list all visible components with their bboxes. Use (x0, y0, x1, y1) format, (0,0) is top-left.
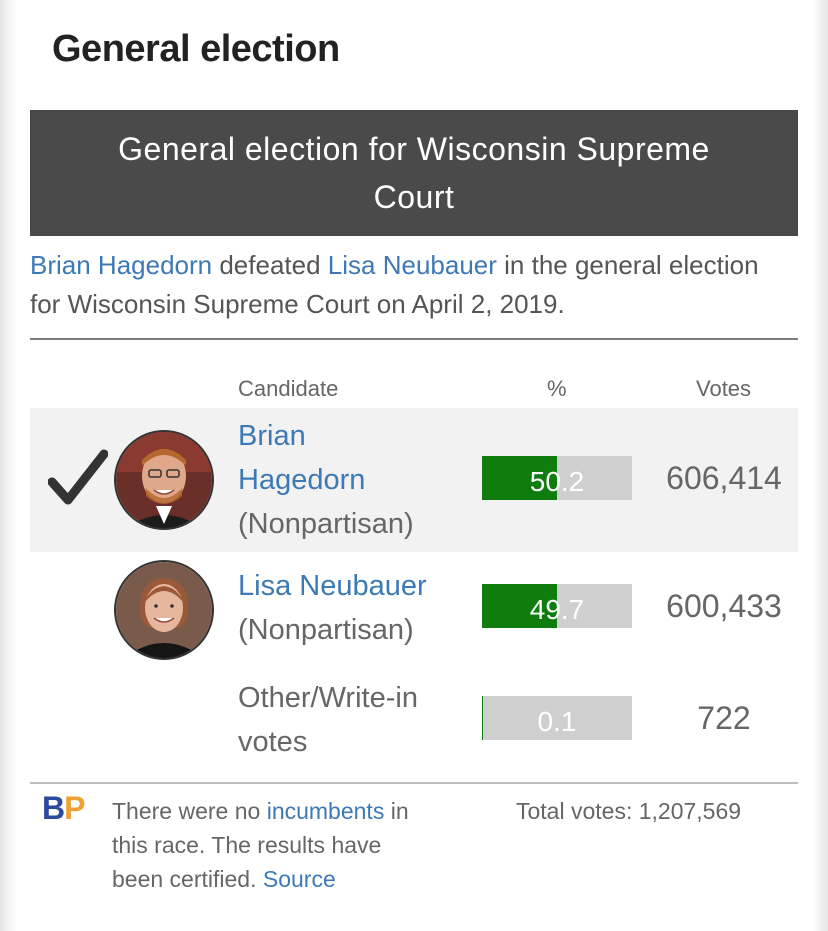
avatar-neubauer (114, 560, 214, 660)
candidate-name[interactable]: Lisa Neubauer (238, 570, 427, 602)
candidate-cell: Other/Write-in votes (238, 676, 418, 764)
checkmark-icon (48, 448, 108, 508)
votes-value: 600,433 (666, 588, 782, 624)
percent-value: 50.2 (529, 466, 585, 497)
votes-value: 722 (697, 700, 751, 736)
candidate-party: (Nonpartisan) (238, 614, 414, 646)
candidate-cell: Brian Hagedorn (Nonpartisan) (238, 414, 414, 546)
percent-bar: 50.2 (482, 456, 632, 500)
percent-bar-fill (482, 456, 558, 500)
column-header-candidate: Candidate (238, 376, 339, 401)
other-label-line2: votes (238, 726, 308, 758)
avatar-hagedorn (114, 430, 214, 530)
percent-bar-fill (482, 584, 557, 628)
other-label-line1: Other/Write-in (238, 682, 418, 714)
table-row-other: Other/Write-in votes 0.1 722 (30, 670, 798, 780)
summary-verb: defeated (212, 250, 328, 280)
page-title: General election (52, 28, 340, 70)
footnote-text-2: in this race. The results have been cert… (112, 798, 409, 892)
winner-link[interactable]: Brian Hagedorn (30, 250, 213, 280)
candidate-name-line2[interactable]: Hagedorn (238, 464, 366, 496)
loser-link[interactable]: Lisa Neubauer (327, 250, 497, 280)
ballotpedia-logo: BP (42, 790, 85, 826)
summary-rest: in the general election for Wisconsin Su… (30, 250, 759, 319)
footnote-text-1: There were no (112, 798, 267, 824)
percent-value: 49.7 (529, 594, 585, 625)
footnote: There were no incumbents in this race. T… (112, 794, 412, 896)
candidate-cell: Lisa Neubauer (Nonpartisan) (238, 564, 427, 652)
column-header-percent: % (547, 376, 567, 401)
source-link[interactable]: Source (262, 866, 336, 892)
incumbents-link[interactable]: incumbents (266, 798, 385, 824)
page-shadow-right (812, 0, 828, 931)
candidate-name-line1[interactable]: Brian (238, 420, 306, 452)
race-header: General election for Wisconsin Supreme C… (30, 110, 798, 236)
percent-value: 0.1 (537, 706, 577, 737)
percent-bar: 49.7 (482, 584, 632, 628)
race-header-title: General election for Wisconsin Supreme C… (118, 131, 710, 215)
votes-value: 606,414 (666, 460, 782, 496)
page-shadow-left (0, 0, 16, 931)
candidate-party: (Nonpartisan) (238, 508, 414, 540)
race-summary: Brian Hagedorn defeated Lisa Neubauer in… (30, 246, 790, 324)
column-header-votes: Votes (696, 376, 752, 401)
table-row-neubauer: Lisa Neubauer (Nonpartisan) 49.7 600,433 (30, 552, 798, 670)
percent-bar: 0.1 (482, 696, 632, 740)
table-row-hagedorn: Brian Hagedorn (Nonpartisan) 50.2 606,41… (30, 408, 798, 552)
total-votes: Total votes: 1,207,569 (516, 798, 742, 824)
divider (30, 338, 798, 340)
divider (30, 782, 798, 784)
